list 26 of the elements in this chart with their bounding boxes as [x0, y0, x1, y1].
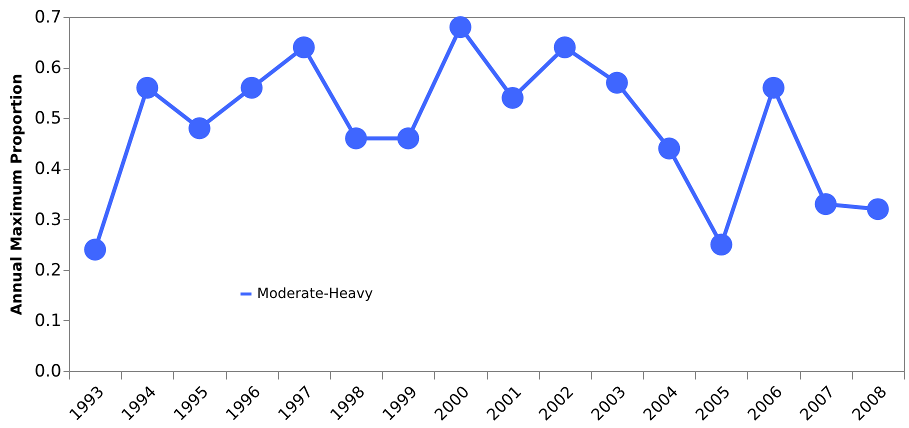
- point: [762, 76, 784, 99]
- y-tick-label: 0.2: [34, 260, 62, 280]
- y-tick-label: 0.3: [34, 210, 62, 230]
- legend-label: Moderate-Heavy: [257, 286, 373, 302]
- y-tick-label: 0.4: [34, 159, 62, 180]
- point: [554, 36, 576, 58]
- point: [814, 193, 837, 216]
- point: [449, 16, 472, 38]
- y-axis-title: Annual Maximum Proportion: [7, 74, 26, 316]
- y-tick-label: 0.1: [34, 310, 62, 331]
- point: [84, 238, 106, 261]
- y-tick-label: 0.5: [34, 108, 62, 129]
- point: [658, 138, 680, 160]
- point: [397, 127, 420, 150]
- point: [502, 86, 524, 109]
- y-tick-label: 0.0: [34, 362, 62, 382]
- point: [345, 127, 367, 150]
- y-tick-label: 0.6: [34, 58, 62, 78]
- y-tick-label: 0.7: [34, 8, 62, 28]
- point: [136, 76, 158, 99]
- point: [866, 198, 889, 220]
- point: [292, 36, 315, 58]
- point: [240, 76, 263, 99]
- point: [606, 72, 628, 94]
- point: [710, 234, 732, 256]
- point: [188, 117, 210, 140]
